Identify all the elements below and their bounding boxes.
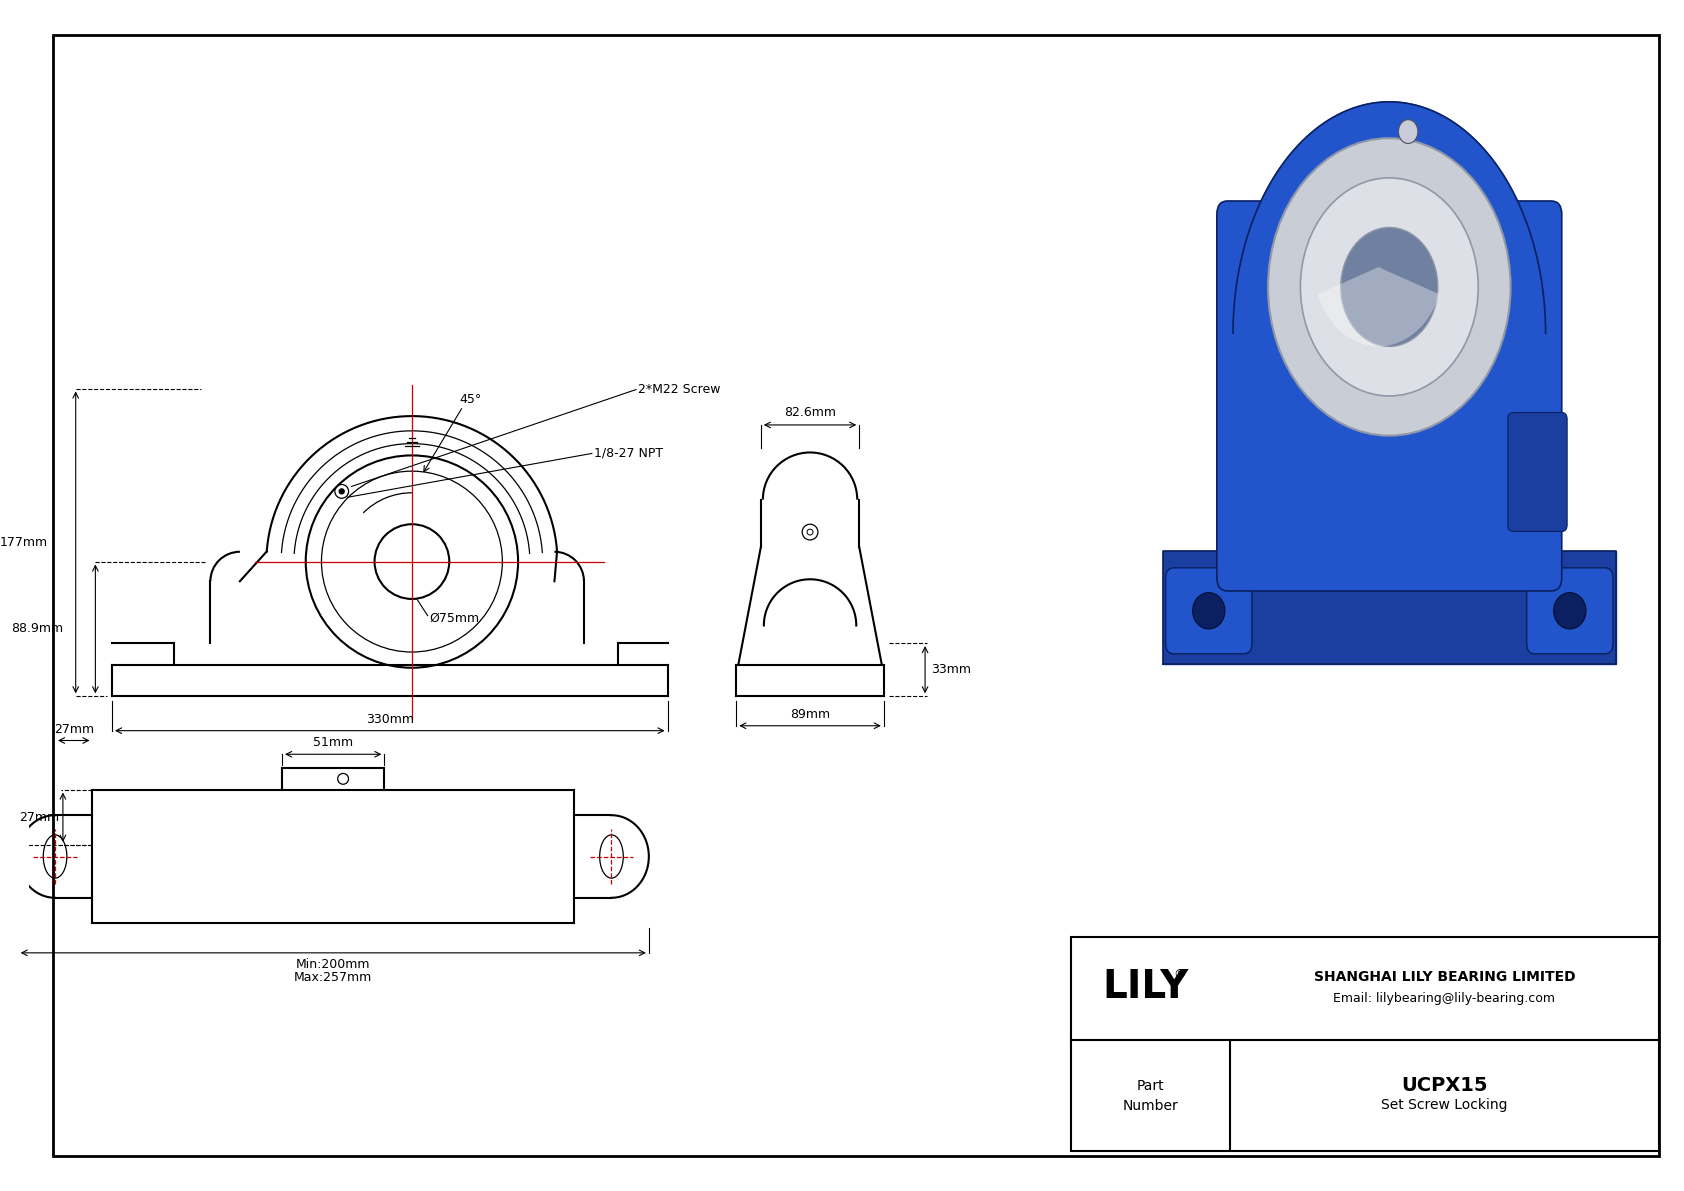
Text: 1/8-27 NPT: 1/8-27 NPT <box>594 447 663 460</box>
FancyBboxPatch shape <box>1218 201 1561 591</box>
Polygon shape <box>1164 551 1615 663</box>
Text: Part
Number: Part Number <box>1122 1079 1177 1114</box>
Text: Min:200mm: Min:200mm <box>296 958 370 971</box>
Circle shape <box>1340 227 1438 347</box>
Text: Max:257mm: Max:257mm <box>295 971 372 984</box>
Text: Ø75mm: Ø75mm <box>429 612 480 625</box>
Text: UCPX15: UCPX15 <box>1401 1075 1487 1095</box>
Text: 27mm: 27mm <box>19 811 59 824</box>
Text: 45°: 45° <box>460 393 482 406</box>
FancyBboxPatch shape <box>1527 568 1613 654</box>
Text: ®: ® <box>1174 968 1186 981</box>
Text: 330mm: 330mm <box>365 712 414 725</box>
Text: 89mm: 89mm <box>790 707 830 721</box>
Ellipse shape <box>1192 593 1224 629</box>
Text: 177mm: 177mm <box>0 536 49 549</box>
Text: 82.6mm: 82.6mm <box>785 406 835 419</box>
Text: Email: lilybearing@lily-bearing.com: Email: lilybearing@lily-bearing.com <box>1334 992 1556 1005</box>
FancyBboxPatch shape <box>1507 412 1568 531</box>
Text: 88.9mm: 88.9mm <box>10 623 62 636</box>
Text: 27mm: 27mm <box>54 723 94 736</box>
FancyBboxPatch shape <box>1165 568 1251 654</box>
Ellipse shape <box>1554 593 1586 629</box>
Text: LILY: LILY <box>1101 968 1189 1005</box>
Text: Set Screw Locking: Set Screw Locking <box>1381 1098 1507 1111</box>
Circle shape <box>1398 119 1418 143</box>
Circle shape <box>1268 138 1511 436</box>
Text: 51mm: 51mm <box>313 736 354 749</box>
Bar <box>1071 937 1659 1152</box>
Wedge shape <box>1319 267 1440 347</box>
Text: 2*M22 Screw: 2*M22 Screw <box>638 384 721 397</box>
Text: SHANGHAI LILY BEARING LIMITED: SHANGHAI LILY BEARING LIMITED <box>1314 969 1575 984</box>
Circle shape <box>1300 177 1479 395</box>
Text: 33mm: 33mm <box>931 663 972 676</box>
Circle shape <box>338 490 344 494</box>
Polygon shape <box>1233 102 1546 333</box>
